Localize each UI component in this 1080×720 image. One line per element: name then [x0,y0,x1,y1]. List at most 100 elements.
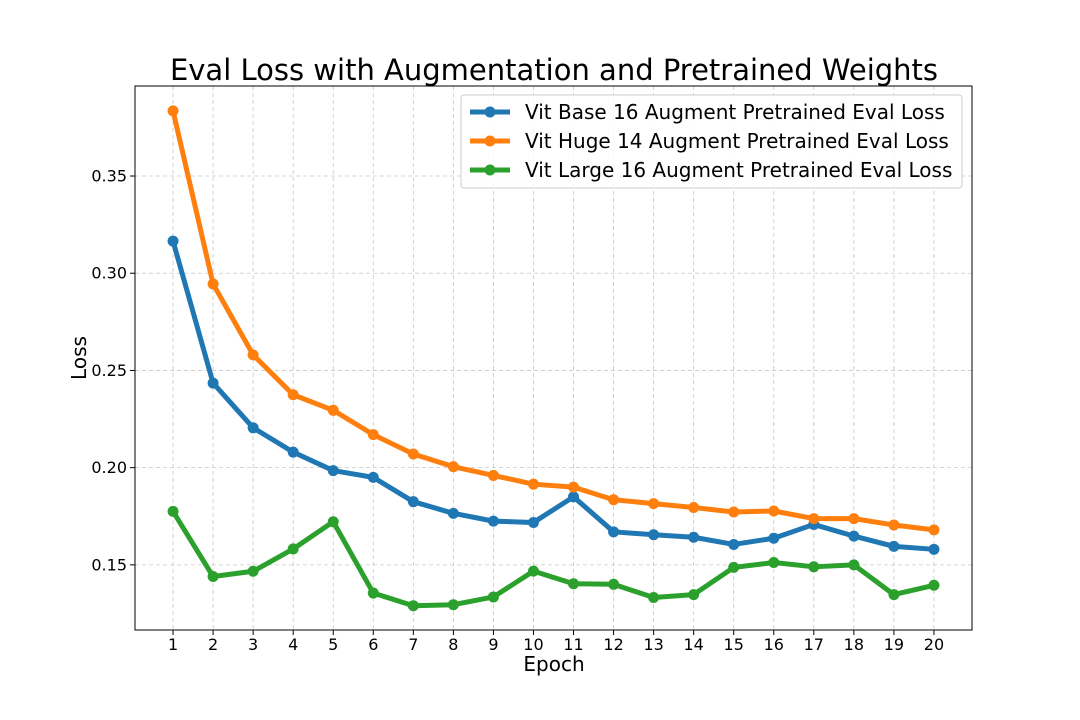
x-tick-label: 14 [683,635,703,654]
data-point [407,448,419,460]
x-tick-label: 4 [288,635,298,654]
legend-marker [484,164,496,176]
legend-box [460,94,963,189]
data-point [487,591,499,603]
data-point [808,561,820,573]
data-point [407,496,419,508]
data-point [648,592,660,604]
legend-label: Vit Huge 14 Augment Pretrained Eval Loss [525,129,949,153]
data-point [167,235,179,247]
data-point [447,507,459,519]
data-point [728,506,740,518]
series-2 [167,105,940,536]
x-axis-ticks: 1 2 3 4 5 6 7 8 9 10 11 12 13 14 15 16 17 18 19 20 [168,630,944,654]
data-point [688,502,700,514]
x-tick-label: 13 [643,635,663,654]
data-point [608,494,620,506]
data-point [928,524,940,536]
legend-marker [484,106,496,118]
x-tick-label: 12 [603,635,623,654]
data-point [888,589,900,601]
x-tick-label: 1 [168,635,178,654]
data-point [928,579,940,591]
data-point [327,465,339,477]
series-1 [167,235,940,555]
data-point [568,491,580,503]
data-point [848,559,860,571]
data-point [728,561,740,573]
y-tick-label: 0.30 [91,264,127,283]
data-point [527,516,539,528]
data-point [207,278,219,290]
legend-item: Vit Base 16 Augment Pretrained Eval Loss [470,100,945,124]
data-point [648,498,660,510]
legend-item: Vit Huge 14 Augment Pretrained Eval Loss [470,129,949,153]
legend: Vit Base 16 Augment Pretrained Eval Loss… [460,94,963,189]
data-point [768,505,780,517]
data-point [407,600,419,612]
data-point [568,481,580,493]
x-tick-label: 10 [523,635,543,654]
data-point [487,469,499,481]
x-tick-label: 17 [804,635,824,654]
data-point [167,505,179,517]
x-tick-label: 5 [328,635,338,654]
x-tick-label: 11 [563,635,583,654]
x-tick-label: 19 [884,635,904,654]
data-point [648,529,660,541]
data-point [688,531,700,543]
data-point [728,538,740,550]
data-point [768,557,780,569]
data-point [487,515,499,527]
data-point [768,532,780,544]
y-axis-label: Loss [67,336,91,380]
data-point [447,599,459,611]
data-point [928,543,940,555]
data-point [888,540,900,552]
data-point [247,422,259,434]
x-axis-label: Epoch [523,652,584,676]
data-point [327,404,339,416]
series-line [170,508,937,609]
x-tick-label: 15 [724,635,744,654]
legend-item: Vit Large 16 Augment Pretrained Eval Los… [470,158,952,182]
data-point [808,513,820,525]
series-3 [167,505,940,612]
data-point [207,571,219,583]
chart-title: Eval Loss with Augmentation and Pretrain… [170,53,938,87]
x-tick-label: 7 [408,635,418,654]
series-layer [167,105,940,612]
data-point [848,530,860,542]
data-point [327,516,339,528]
x-tick-label: 20 [924,635,944,654]
data-point [247,565,259,577]
data-point [888,519,900,531]
data-point [527,565,539,577]
x-tick-label: 9 [488,635,498,654]
y-tick-label: 0.20 [91,458,127,477]
y-axis-ticks: 0.15 0.20 0.25 0.30 0.35 [91,167,135,574]
data-point [207,377,219,389]
series-line [170,108,937,533]
x-tick-label: 16 [764,635,784,654]
data-point [287,446,299,458]
data-point [367,429,379,441]
data-point [608,526,620,538]
data-point [367,587,379,599]
data-point [688,589,700,601]
x-tick-label: 3 [248,635,258,654]
legend-label: Vit Base 16 Augment Pretrained Eval Loss [525,100,945,124]
y-tick-label: 0.15 [91,555,127,574]
legend-label: Vit Large 16 Augment Pretrained Eval Los… [525,158,952,182]
legend-marker [484,135,496,147]
data-point [287,389,299,401]
data-point [608,578,620,590]
x-tick-label: 2 [208,635,218,654]
data-point [848,513,860,525]
data-point [287,543,299,555]
x-tick-label: 18 [844,635,864,654]
data-point [247,349,259,361]
data-point [527,478,539,490]
y-tick-label: 0.35 [91,167,127,186]
